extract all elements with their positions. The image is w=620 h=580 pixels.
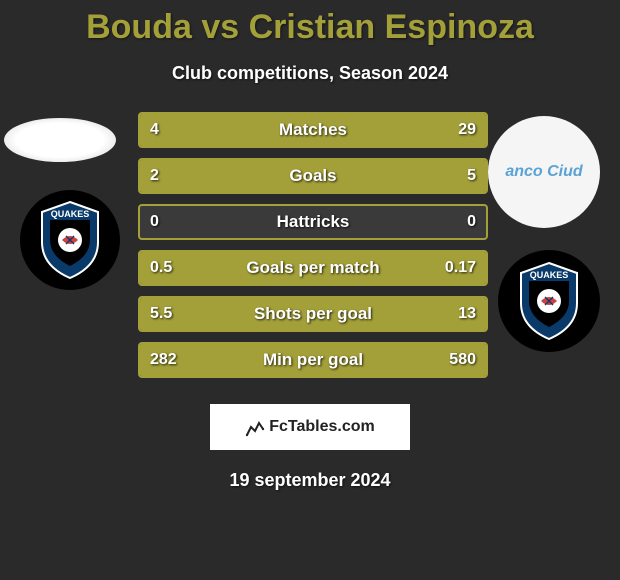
stat-row: 00Hattricks xyxy=(138,204,488,240)
branding-box: FcTables.com xyxy=(210,404,410,450)
stat-label: Min per goal xyxy=(140,344,486,376)
svg-text:QUAKES: QUAKES xyxy=(530,270,569,280)
player-left-avatar xyxy=(4,118,116,162)
stat-row: 0.50.17Goals per match xyxy=(138,250,488,286)
stat-label: Matches xyxy=(140,114,486,146)
subtitle: Club competitions, Season 2024 xyxy=(0,63,620,84)
stat-row: 5.513Shots per goal xyxy=(138,296,488,332)
fctables-logo-icon xyxy=(245,417,265,437)
comparison-area: QUAKES anco Ciud QUAKES 429Matches 25Goal… xyxy=(0,112,620,392)
stat-row: 429Matches xyxy=(138,112,488,148)
stat-label: Goals xyxy=(140,160,486,192)
stat-bars: 429Matches 25Goals 00Hattricks 0.50.17Goals… xyxy=(138,112,488,388)
stat-label: Goals per match xyxy=(140,252,486,284)
team-right-badge: QUAKES xyxy=(498,250,600,352)
stat-row: 282580Min per goal xyxy=(138,342,488,378)
player-right-avatar: anco Ciud xyxy=(488,116,600,228)
stat-label: Hattricks xyxy=(140,206,486,238)
svg-text:QUAKES: QUAKES xyxy=(51,209,90,219)
branding-text: FcTables.com xyxy=(269,418,375,436)
quakes-shield-icon: QUAKES xyxy=(36,200,104,280)
stat-row: 25Goals xyxy=(138,158,488,194)
player-right-avatar-text: anco Ciud xyxy=(505,163,582,181)
page-title: Bouda vs Cristian Espinoza xyxy=(0,0,620,47)
quakes-shield-icon: QUAKES xyxy=(515,261,583,341)
team-left-badge: QUAKES xyxy=(20,190,120,290)
date-line: 19 september 2024 xyxy=(0,470,620,491)
stat-label: Shots per goal xyxy=(140,298,486,330)
